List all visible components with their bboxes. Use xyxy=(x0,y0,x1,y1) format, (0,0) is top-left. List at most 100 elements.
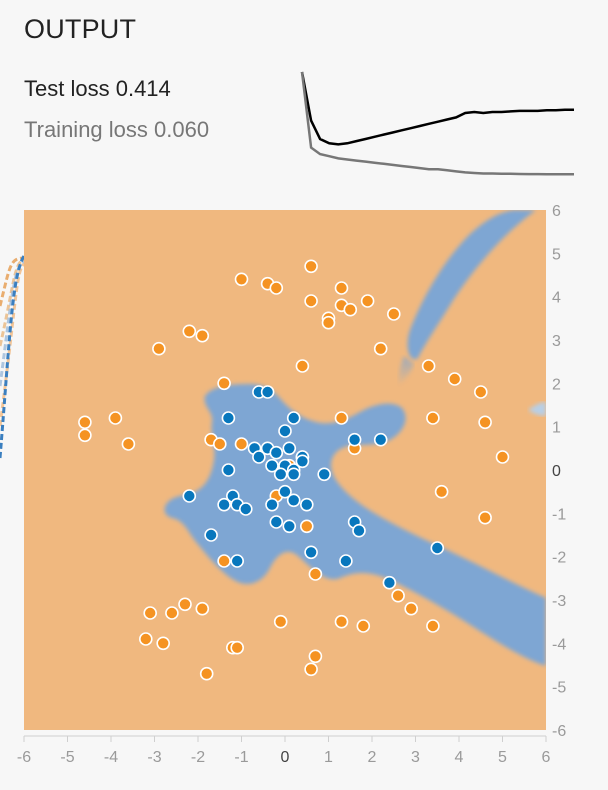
orange-point xyxy=(362,295,374,307)
x-tick-label: 2 xyxy=(368,749,377,766)
blue-point xyxy=(283,442,295,454)
y-tick-label: 1 xyxy=(552,420,561,437)
orange-point xyxy=(236,438,248,450)
blue-point xyxy=(270,516,282,528)
orange-point xyxy=(236,273,248,285)
orange-point xyxy=(375,343,387,355)
training-loss-label: Training loss xyxy=(24,117,148,142)
x-tick-label: -1 xyxy=(234,749,248,766)
orange-point xyxy=(166,607,178,619)
orange-point xyxy=(427,620,439,632)
orange-point xyxy=(79,429,91,441)
y-tick-label: 6 xyxy=(552,203,561,220)
blue-point xyxy=(349,434,361,446)
x-tick-label: -3 xyxy=(147,749,161,766)
orange-point xyxy=(157,637,169,649)
y-axis: 6 5 4 3 2 1 0 -1 -2 -3 -4 -5 -6 xyxy=(552,203,566,740)
orange-point xyxy=(153,343,165,355)
blue-point xyxy=(205,529,217,541)
orange-point xyxy=(218,555,230,567)
y-tick-label: -5 xyxy=(552,680,566,697)
blue-point xyxy=(431,542,443,554)
blue-point xyxy=(305,546,317,558)
x-tick-label: 1 xyxy=(324,749,333,766)
y-tick-label: 2 xyxy=(552,376,561,393)
orange-point xyxy=(275,616,287,628)
orange-point xyxy=(479,512,491,524)
orange-point xyxy=(196,603,208,615)
orange-point xyxy=(336,616,348,628)
x-tick-label: -2 xyxy=(191,749,205,766)
y-tick-label: 4 xyxy=(552,290,561,307)
orange-point xyxy=(140,633,152,645)
test-loss: Test loss 0.414 xyxy=(24,76,171,102)
test-loss-line xyxy=(302,72,574,144)
blue-point xyxy=(231,555,243,567)
orange-point xyxy=(144,607,156,619)
y-tick-label: -1 xyxy=(552,506,566,523)
training-loss: Training loss 0.060 xyxy=(24,117,209,143)
orange-point xyxy=(323,317,335,329)
orange-point xyxy=(301,520,313,532)
orange-point xyxy=(305,260,317,272)
y-tick-label: 5 xyxy=(552,246,561,263)
blue-point xyxy=(383,577,395,589)
output-title: OUTPUT xyxy=(24,14,136,45)
loss-chart xyxy=(296,66,580,186)
orange-point xyxy=(405,603,417,615)
orange-point xyxy=(344,304,356,316)
orange-point xyxy=(179,598,191,610)
orange-point xyxy=(79,416,91,428)
x-tick-label: 5 xyxy=(498,749,507,766)
blue-point xyxy=(288,412,300,424)
blue-point xyxy=(183,490,195,502)
orange-point xyxy=(214,438,226,450)
orange-point xyxy=(122,438,134,450)
blue-point xyxy=(266,499,278,511)
orange-point xyxy=(357,620,369,632)
blue-point xyxy=(253,451,265,463)
orange-point xyxy=(270,282,282,294)
y-tick-label: -2 xyxy=(552,550,566,567)
blue-point xyxy=(222,464,234,476)
y-tick-label: 3 xyxy=(552,333,561,350)
training-loss-value: 0.060 xyxy=(154,117,209,142)
x-tick-label: -6 xyxy=(17,749,31,766)
orange-point xyxy=(231,642,243,654)
x-tick-label: 6 xyxy=(542,749,551,766)
y-tick-label: 0 xyxy=(552,463,561,480)
x-tick-label: -4 xyxy=(104,749,118,766)
orange-point xyxy=(336,282,348,294)
blue-point xyxy=(279,425,291,437)
network-links xyxy=(0,256,24,458)
x-tick-label: 0 xyxy=(281,749,290,766)
orange-point xyxy=(449,373,461,385)
orange-point xyxy=(336,412,348,424)
x-tick-label: -5 xyxy=(60,749,74,766)
x-tick-label: 4 xyxy=(455,749,464,766)
orange-point xyxy=(296,360,308,372)
blue-point xyxy=(288,494,300,506)
orange-point xyxy=(479,416,491,428)
y-tick-label: -6 xyxy=(552,723,566,740)
orange-point xyxy=(309,568,321,580)
orange-point xyxy=(183,325,195,337)
heatmap-area: 6 5 4 3 2 1 0 -1 -2 -3 -4 -5 -6 -6 -5 -4 -3 -2 -1 0 1 2 3 4 5 6 xyxy=(0,196,608,790)
blue-point xyxy=(340,555,352,567)
blue-point xyxy=(296,455,308,467)
orange-point xyxy=(309,650,321,662)
orange-point xyxy=(423,360,435,372)
blue-point xyxy=(218,499,230,511)
orange-point xyxy=(109,412,121,424)
blue-point xyxy=(222,412,234,424)
blue-point xyxy=(353,525,365,537)
blue-point xyxy=(301,499,313,511)
test-loss-value: 0.414 xyxy=(116,76,171,101)
orange-point xyxy=(388,308,400,320)
blue-point xyxy=(288,468,300,480)
orange-point xyxy=(201,668,213,680)
orange-point xyxy=(305,295,317,307)
orange-point xyxy=(475,386,487,398)
blue-point xyxy=(275,468,287,480)
